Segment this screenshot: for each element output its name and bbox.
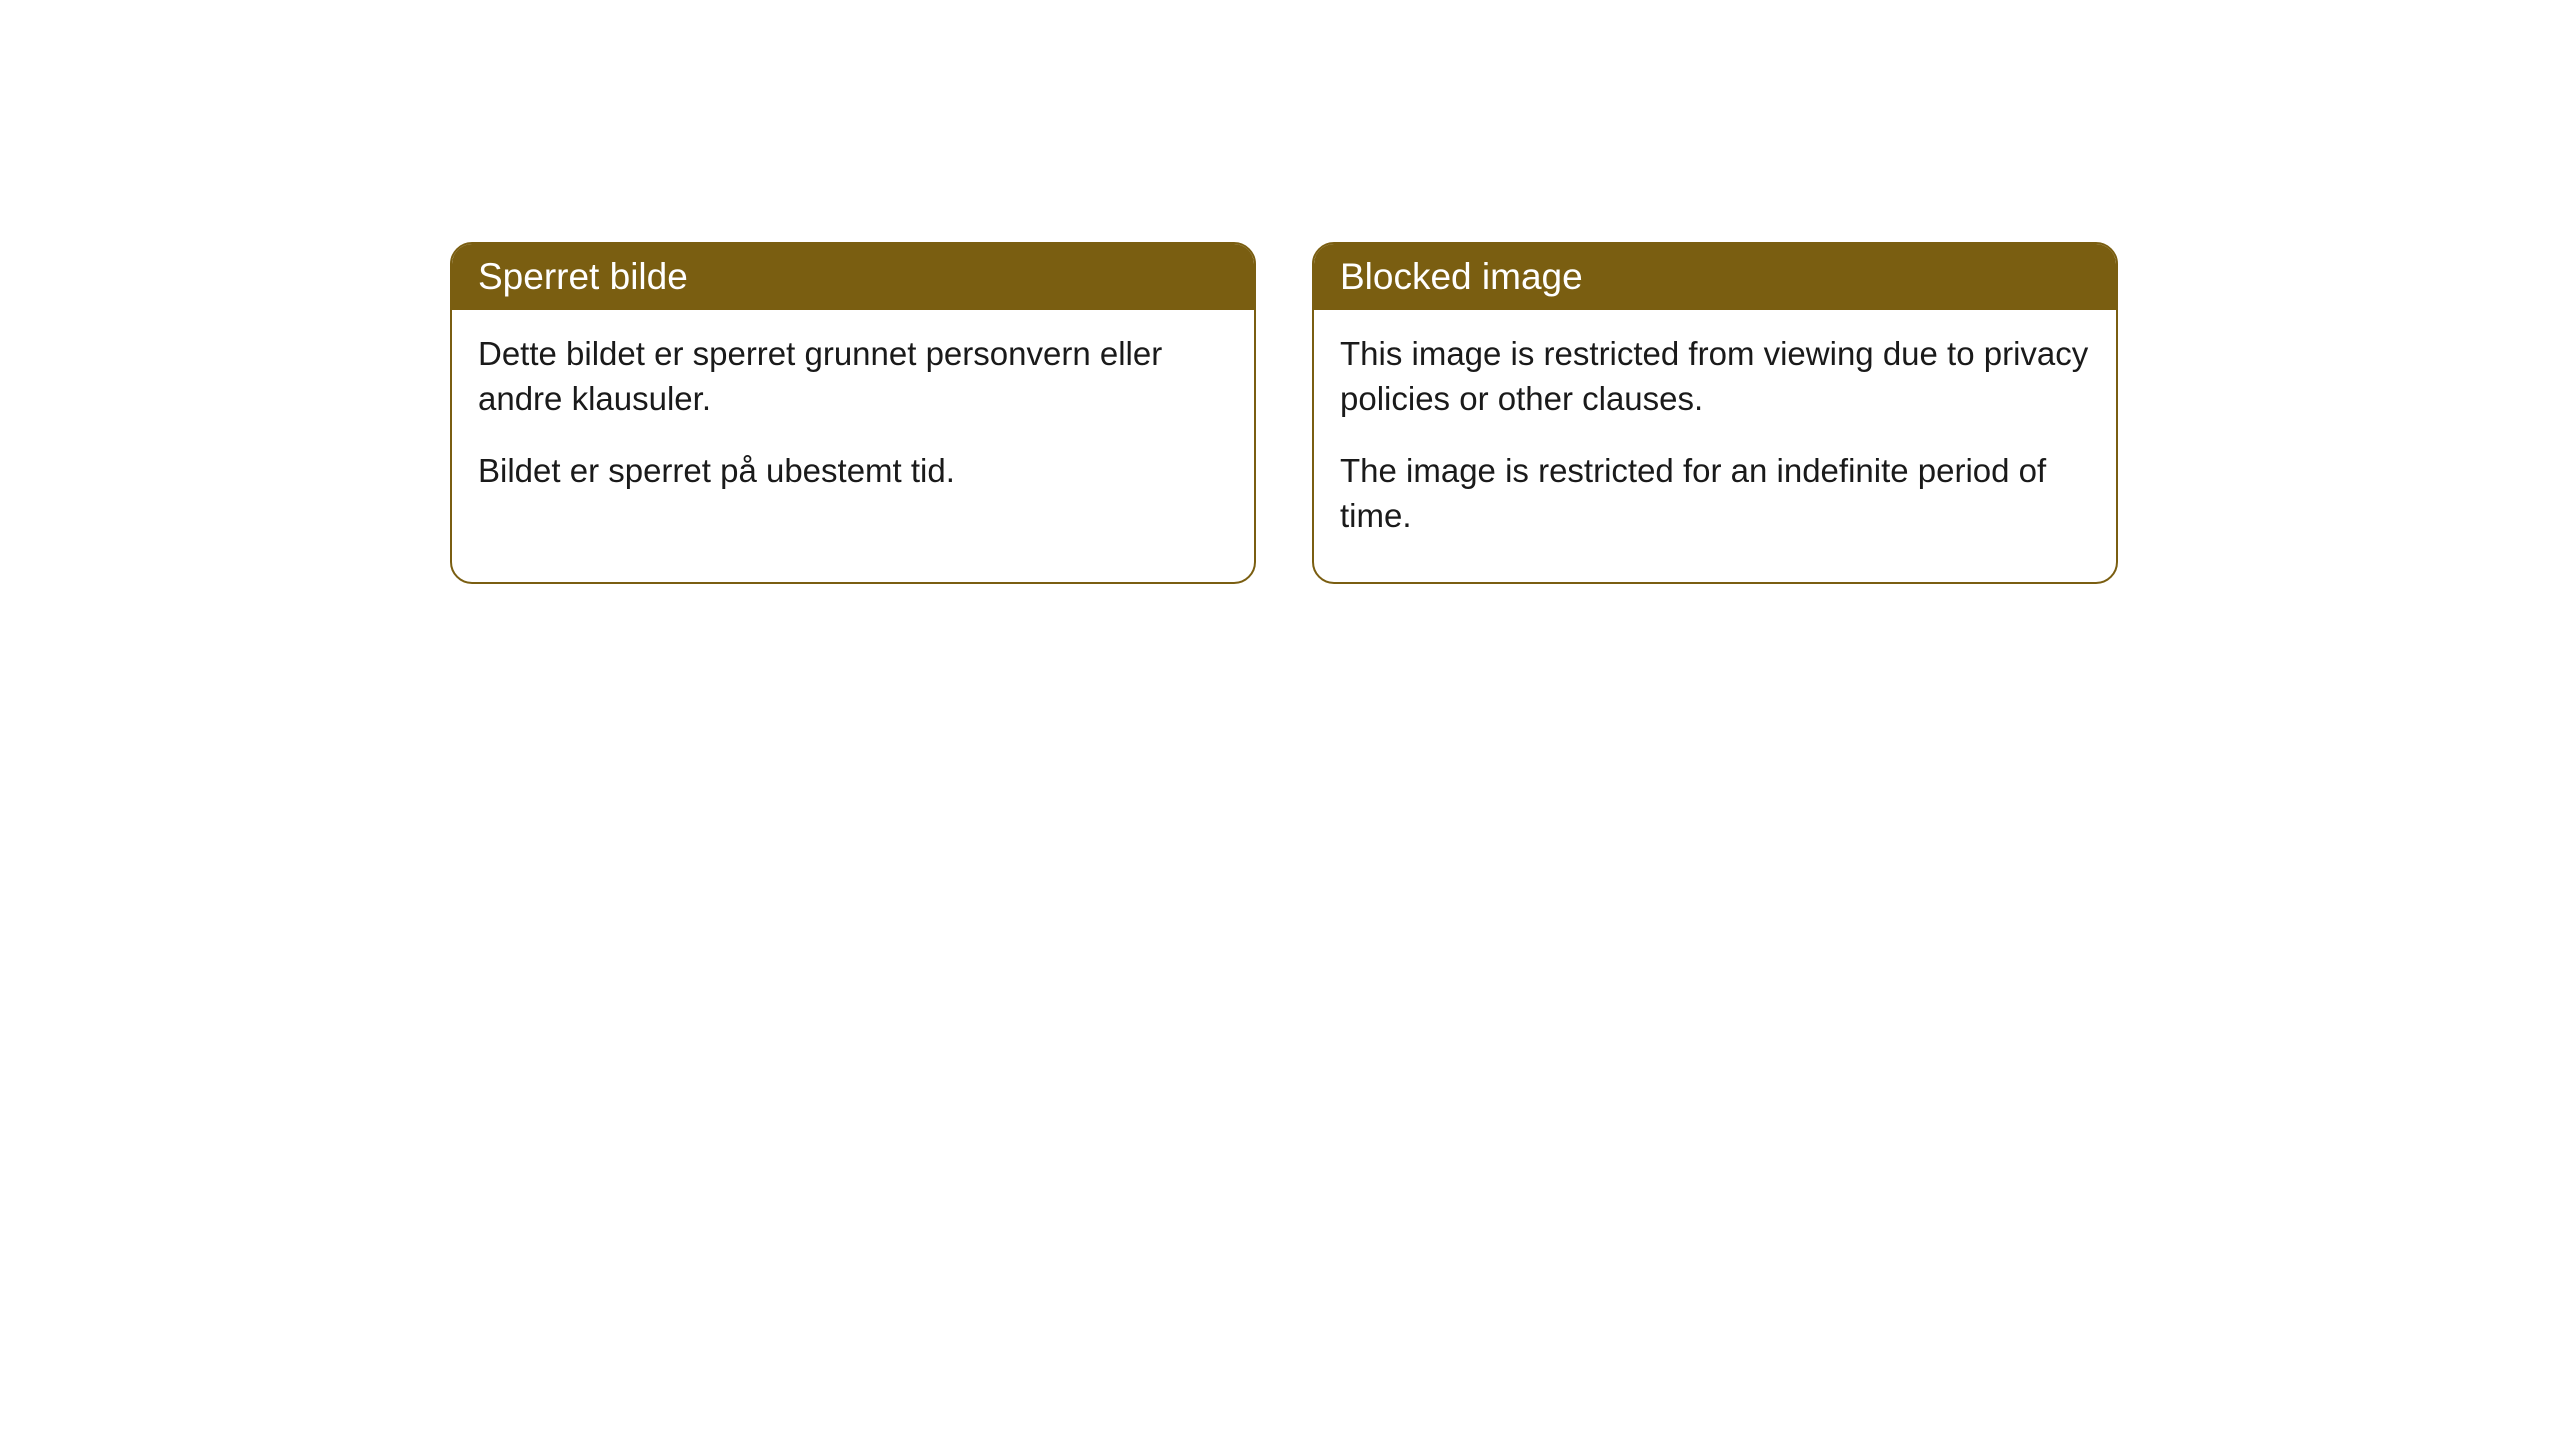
card-body: This image is restricted from viewing du…: [1314, 310, 2116, 582]
notice-cards-container: Sperret bilde Dette bildet er sperret gr…: [450, 242, 2560, 584]
card-header: Blocked image: [1314, 244, 2116, 310]
card-body: Dette bildet er sperret grunnet personve…: [452, 310, 1254, 538]
card-paragraph: This image is restricted from viewing du…: [1340, 332, 2090, 421]
blocked-image-card-norwegian: Sperret bilde Dette bildet er sperret gr…: [450, 242, 1256, 584]
blocked-image-card-english: Blocked image This image is restricted f…: [1312, 242, 2118, 584]
card-paragraph: The image is restricted for an indefinit…: [1340, 449, 2090, 538]
card-header: Sperret bilde: [452, 244, 1254, 310]
card-paragraph: Dette bildet er sperret grunnet personve…: [478, 332, 1228, 421]
card-paragraph: Bildet er sperret på ubestemt tid.: [478, 449, 1228, 494]
